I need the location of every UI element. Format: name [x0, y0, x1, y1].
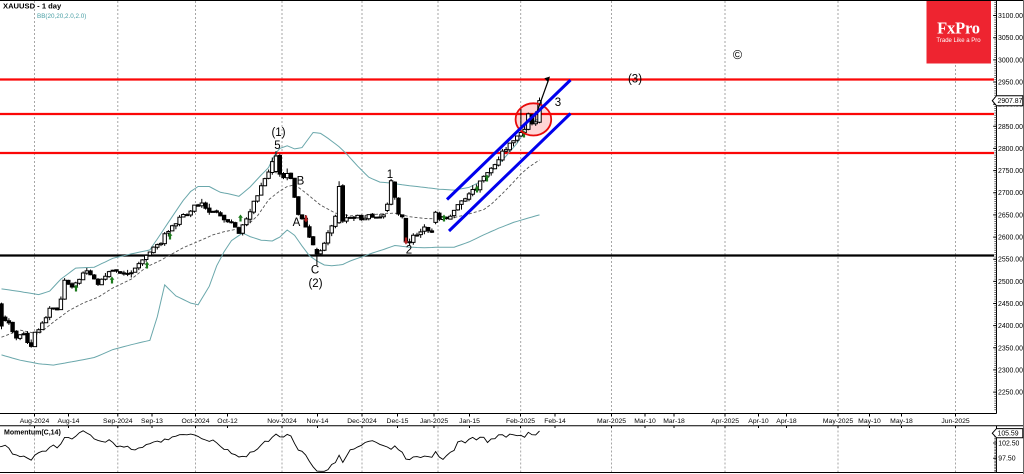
svg-text:5: 5: [274, 140, 280, 152]
svg-text:Jun-2025: Jun-2025: [941, 418, 970, 425]
svg-text:Aug-14: Aug-14: [58, 418, 80, 425]
svg-text:Momentum(C,14): Momentum(C,14): [4, 430, 61, 437]
svg-text:2907.87: 2907.87: [998, 98, 1023, 105]
svg-text:2350.00: 2350.00: [998, 345, 1023, 352]
svg-text:Feb-2025: Feb-2025: [506, 418, 535, 425]
svg-text:©: ©: [733, 48, 743, 62]
svg-text:3: 3: [555, 97, 561, 109]
svg-text:2550.00: 2550.00: [998, 257, 1023, 264]
svg-text:2: 2: [406, 245, 412, 257]
svg-text:2850.00: 2850.00: [998, 124, 1023, 131]
svg-text:Jan-15: Jan-15: [459, 418, 480, 425]
svg-text:1: 1: [387, 169, 393, 181]
svg-text:2650.00: 2650.00: [998, 212, 1023, 219]
svg-text:Apr-18: Apr-18: [776, 418, 797, 425]
svg-text:3000.00: 3000.00: [998, 57, 1023, 64]
svg-text:B: B: [297, 176, 305, 188]
svg-text:3100.00: 3100.00: [998, 13, 1023, 20]
svg-text:XAUUSD - 1 day: XAUUSD - 1 day: [3, 2, 62, 11]
svg-text:2700.00: 2700.00: [998, 190, 1023, 197]
svg-text:2400.00: 2400.00: [998, 323, 1023, 330]
svg-text:Dec-15: Dec-15: [387, 418, 409, 425]
svg-text:Sep-2024: Sep-2024: [103, 418, 133, 425]
svg-text:Jan-2025: Jan-2025: [420, 418, 449, 425]
svg-text:2500.00: 2500.00: [998, 279, 1023, 286]
svg-text:(2): (2): [308, 278, 322, 290]
svg-text:Apr-10: Apr-10: [748, 418, 769, 425]
svg-text:Feb-14: Feb-14: [544, 418, 566, 425]
svg-text:105.59: 105.59: [998, 431, 1019, 438]
svg-text:May-2025: May-2025: [823, 418, 853, 425]
svg-text:BB(20,20,2.0,2.0): BB(20,20,2.0,2.0): [37, 13, 86, 20]
svg-text:2300.00: 2300.00: [998, 367, 1023, 374]
svg-text:Mar-10: Mar-10: [634, 418, 656, 425]
svg-text:Mar-2025: Mar-2025: [597, 418, 626, 425]
svg-text:3050.00: 3050.00: [998, 35, 1023, 42]
svg-text:May-18: May-18: [890, 418, 913, 425]
svg-text:2800.00: 2800.00: [998, 146, 1023, 153]
svg-text:FxPro: FxPro: [937, 19, 980, 38]
svg-text:Nov-2024: Nov-2024: [267, 418, 297, 425]
svg-text:(1): (1): [271, 127, 285, 139]
svg-text:Dec-2024: Dec-2024: [347, 418, 377, 425]
svg-text:2450.00: 2450.00: [998, 301, 1023, 308]
svg-text:Mar-18: Mar-18: [663, 418, 685, 425]
svg-text:102.50: 102.50: [998, 441, 1019, 448]
svg-text:Oct-2024: Oct-2024: [182, 418, 210, 425]
svg-text:A: A: [293, 217, 301, 229]
svg-text:Sep-13: Sep-13: [141, 418, 163, 425]
svg-text:C: C: [311, 265, 319, 277]
svg-text:2750.00: 2750.00: [998, 168, 1023, 175]
svg-text:Trade Like a Pro: Trade Like a Pro: [936, 38, 981, 44]
svg-text:2600.00: 2600.00: [998, 235, 1023, 242]
svg-text:Apr-2025: Apr-2025: [711, 418, 739, 425]
svg-text:97.50: 97.50: [998, 456, 1015, 463]
svg-text:May-10: May-10: [858, 418, 881, 425]
svg-text:2250.00: 2250.00: [998, 390, 1023, 397]
svg-text:(3): (3): [628, 74, 642, 86]
svg-text:Aug-2024: Aug-2024: [20, 418, 50, 425]
svg-text:Nov-14: Nov-14: [307, 418, 329, 425]
svg-text:Oct-12: Oct-12: [217, 418, 238, 425]
svg-text:2950.00: 2950.00: [998, 80, 1023, 87]
